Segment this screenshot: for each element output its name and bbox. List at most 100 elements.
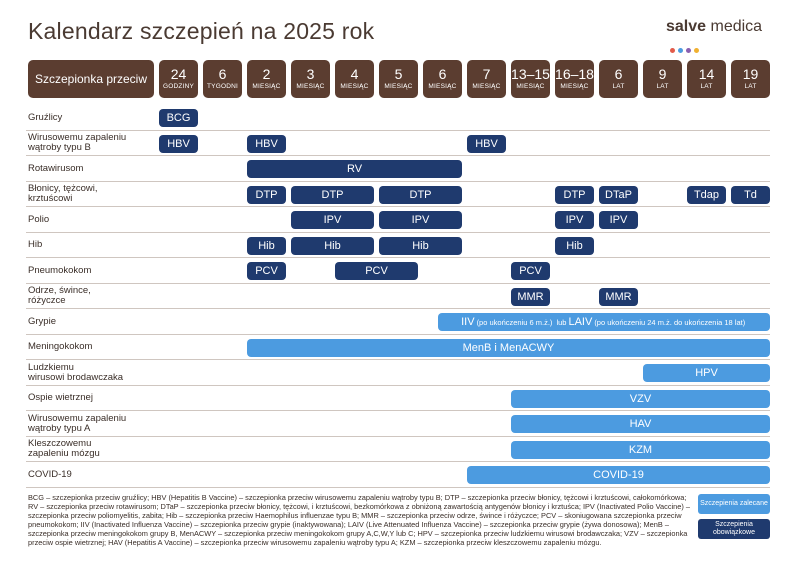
row-divider (26, 384, 770, 386)
row-label: Meningokokom (28, 335, 92, 361)
vaccine-bar: MMR (599, 287, 638, 306)
vaccine-bar: PCV (247, 262, 286, 280)
row-label: Kleszczowemu zapaleniu mózgu (28, 437, 100, 463)
header-age-unit: LAT (656, 83, 669, 90)
vaccine-bar-note: (po ukończeniu 24 m.ż. do ukończenia 18 … (594, 317, 746, 327)
header-vaccine-label: Szczepionka przeciw (34, 71, 148, 86)
header-age-number: 7 (482, 66, 491, 82)
row-label: Polio (28, 207, 49, 233)
row-label-line: Polio (28, 213, 50, 225)
header-age-number: 9 (658, 66, 667, 82)
row-label-line: wirusowi brodawczaka (28, 371, 124, 383)
abbreviations-footnote: BCG – szczepionka przeciw gruźlicy; HBV … (28, 493, 691, 547)
vaccine-bar: RV (247, 160, 462, 178)
row-label: Gruźlicy (28, 105, 62, 131)
page-title: Kalendarz szczepień na 2025 rok (28, 18, 375, 44)
row-label-line: krztuścowi (28, 193, 73, 205)
row-label-line: Grypie (28, 315, 56, 327)
header-age-column: 6 TYGODNI (203, 60, 242, 98)
row-label: Błonicy, tężcowi, krztuścowi (28, 182, 98, 208)
header-age-unit: GODZINY (162, 83, 194, 90)
vaccine-bar: HBV (247, 134, 286, 153)
header-age-column: 16–18 MIESIĄC (555, 60, 594, 98)
header-age-column: 5 MIESIĄC (379, 60, 418, 98)
vaccine-bar: Hib (291, 236, 374, 255)
row-divider (26, 308, 770, 309)
row-label-line: Pneumokokom (28, 264, 92, 276)
brand-dot (670, 48, 675, 53)
vaccine-bar-note: (po ukończeniu 6 m.ż.) (476, 317, 553, 327)
brand-logo-rest: medica (706, 18, 763, 35)
row-label-line: Błonicy, tężcowi, (28, 183, 98, 195)
header-age-number: 24 (170, 66, 187, 82)
vaccine-bar: HAV (511, 415, 770, 433)
legend-recommended: Szczepienia zalecane (698, 494, 770, 514)
header-age-unit: LAT (612, 83, 625, 90)
header-age-column: 4 MIESIĄC (335, 60, 374, 98)
header-vaccine-column: Szczepionka przeciw (28, 60, 154, 98)
row-label: Grypie (28, 309, 56, 335)
header-age-column: 19 LAT (731, 60, 770, 98)
vaccine-bar: IIV (po ukończeniu 6 m.ż.) lub LAIV (po ukoń… (438, 313, 770, 331)
vaccine-bar: DTP (379, 185, 462, 204)
vaccine-bar: HBV (159, 134, 198, 153)
header-age-unit: MIESIĄC (560, 83, 589, 90)
row-divider (26, 180, 770, 182)
legend-mandatory: Szczepienia obowiązkowe (698, 519, 770, 539)
header-age-unit: LAT (700, 83, 713, 90)
row-label-line: Ospie wietrznej (28, 392, 93, 404)
header-age-column: 2 MIESIĄC (247, 60, 286, 98)
header-age-unit: MIESIĄC (340, 83, 369, 90)
vaccine-bar: Hib (379, 236, 462, 255)
row-divider (26, 231, 770, 233)
vaccine-bar: Tdap (687, 185, 726, 204)
header-age-unit: LAT (744, 83, 757, 90)
vaccine-bar: HBV (467, 134, 506, 153)
header-age-number: 14 (698, 66, 715, 82)
header-age-unit: MIESIĄC (516, 83, 545, 90)
vaccine-bar: COVID-19 (467, 466, 770, 484)
header-age-unit: MIESIĄC (472, 83, 501, 90)
row-label: Odrze, śwince, różyczce (28, 284, 91, 310)
vaccine-bar: IPV (555, 211, 594, 229)
row-label-line: Gruźlicy (28, 111, 63, 123)
vaccine-bar: VZV (511, 389, 770, 408)
row-label-line: Rotawirusom (28, 162, 84, 174)
brand-dot (686, 48, 691, 53)
vaccine-bar: IPV (291, 211, 374, 229)
header-age-unit: MIESIĄC (296, 83, 325, 90)
vaccine-bar: IPV (379, 211, 462, 229)
row-divider (26, 410, 770, 411)
row-label: Wirusowemu zapaleniu wątroby typu B (28, 131, 126, 157)
row-divider (26, 359, 770, 360)
row-label: Hib (28, 233, 42, 259)
header-age-number: 5 (394, 66, 403, 82)
vaccine-bar: DTaP (599, 185, 638, 204)
header-age-unit: MIESIĄC (428, 83, 457, 90)
header-age-number: 6 (614, 66, 623, 82)
vaccine-bar: Td (731, 185, 770, 204)
vaccine-bar: BCG (159, 109, 198, 127)
header-age-number: 13–15 (511, 66, 550, 82)
row-label-line: Wirusowemu zapaleniu (28, 412, 127, 424)
header-age-unit: MIESIĄC (252, 83, 281, 90)
header-age-column: 7 MIESIĄC (467, 60, 506, 98)
brand-dot (694, 48, 699, 53)
header-age-column: 6 MIESIĄC (423, 60, 462, 98)
brand-logo: salve medica (666, 18, 762, 36)
row-label-line: wątroby typu A (28, 422, 91, 434)
brand-dots (670, 40, 702, 53)
row-divider (26, 282, 770, 284)
row-divider (26, 257, 770, 258)
row-label: COVID-19 (28, 462, 72, 488)
header-age-column: 24 GODZINY (159, 60, 198, 98)
row-divider (26, 435, 770, 437)
row-label-line: Meningokokom (28, 341, 93, 353)
row-divider (26, 206, 770, 207)
header-age-column: 9 LAT (643, 60, 682, 98)
row-label-line: wątroby typu B (28, 142, 91, 154)
vaccine-bar: HPV (643, 364, 770, 382)
header-age-number: 4 (350, 66, 359, 82)
vaccine-bar: Hib (247, 236, 286, 255)
header-age-number: 2 (262, 66, 271, 82)
